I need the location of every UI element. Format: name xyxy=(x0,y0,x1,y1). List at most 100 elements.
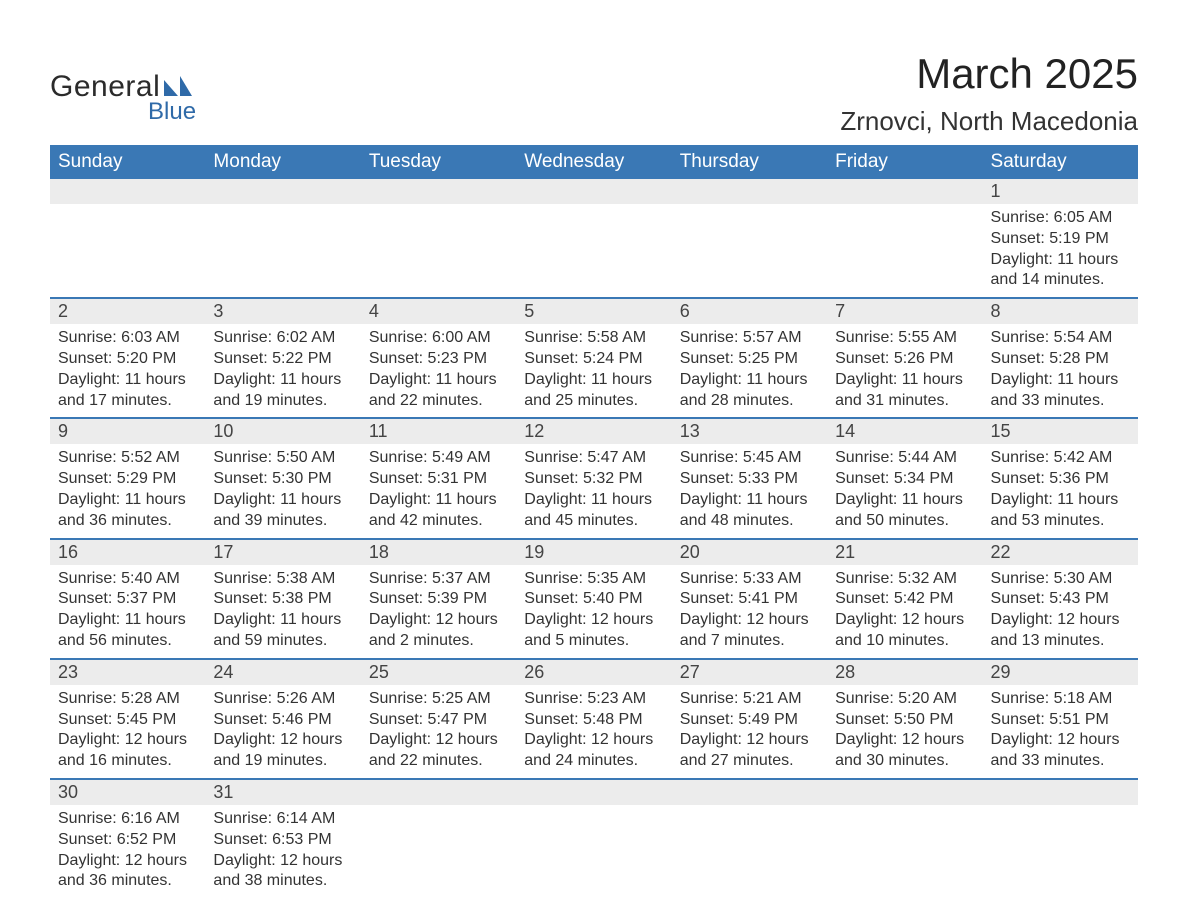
day-number xyxy=(361,179,516,204)
calendar-day-cell xyxy=(983,779,1138,898)
sunrise-line: Sunrise: 6:16 AM xyxy=(58,809,197,830)
day-number: 25 xyxy=(361,660,516,685)
day-data: Sunrise: 6:03 AMSunset: 5:20 PMDaylight:… xyxy=(50,324,205,417)
day-data xyxy=(516,805,671,881)
sunset-line: Sunset: 5:20 PM xyxy=(58,349,197,370)
weekday-header: Tuesday xyxy=(361,145,516,179)
sunrise-line: Sunrise: 5:33 AM xyxy=(680,569,819,590)
weekday-header: Thursday xyxy=(672,145,827,179)
day-number: 20 xyxy=(672,540,827,565)
daylight-line: Daylight: 12 hours and 5 minutes. xyxy=(524,610,663,652)
weekday-header: Sunday xyxy=(50,145,205,179)
day-number: 27 xyxy=(672,660,827,685)
sunset-line: Sunset: 5:28 PM xyxy=(991,349,1130,370)
day-data xyxy=(50,204,205,280)
daylight-line: Daylight: 12 hours and 22 minutes. xyxy=(369,730,508,772)
calendar-day-cell xyxy=(672,179,827,298)
calendar-week-row: 1 Sunrise: 6:05 AMSunset: 5:19 PMDaylight… xyxy=(50,179,1138,298)
day-data: Sunrise: 5:40 AMSunset: 5:37 PMDaylight:… xyxy=(50,565,205,658)
sunrise-line: Sunrise: 5:58 AM xyxy=(524,328,663,349)
daylight-line: Daylight: 12 hours and 36 minutes. xyxy=(58,851,197,893)
day-number: 23 xyxy=(50,660,205,685)
sunset-line: Sunset: 5:23 PM xyxy=(369,349,508,370)
calendar-day-cell: 16Sunrise: 5:40 AMSunset: 5:37 PMDayligh… xyxy=(50,539,205,659)
day-data: Sunrise: 5:55 AMSunset: 5:26 PMDaylight:… xyxy=(827,324,982,417)
calendar-day-cell xyxy=(361,179,516,298)
daylight-line: Daylight: 11 hours and 39 minutes. xyxy=(213,490,352,532)
sunrise-line: Sunrise: 5:26 AM xyxy=(213,689,352,710)
daylight-line: Daylight: 11 hours and 25 minutes. xyxy=(524,370,663,412)
sunset-line: Sunset: 5:29 PM xyxy=(58,469,197,490)
daylight-line: Daylight: 11 hours and 17 minutes. xyxy=(58,370,197,412)
day-number xyxy=(516,179,671,204)
day-number: 10 xyxy=(205,419,360,444)
day-data: Sunrise: 5:38 AMSunset: 5:38 PMDaylight:… xyxy=(205,565,360,658)
daylight-line: Daylight: 11 hours and 48 minutes. xyxy=(680,490,819,532)
calendar-day-cell xyxy=(516,779,671,898)
day-number xyxy=(361,780,516,805)
daylight-line: Daylight: 11 hours and 14 minutes. xyxy=(991,250,1130,292)
weekday-header: Friday xyxy=(827,145,982,179)
calendar-day-cell: 20Sunrise: 5:33 AMSunset: 5:41 PMDayligh… xyxy=(672,539,827,659)
logo-text-2: Blue xyxy=(148,98,196,126)
day-number: 24 xyxy=(205,660,360,685)
sunset-line: Sunset: 5:32 PM xyxy=(524,469,663,490)
calendar-day-cell: 1 Sunrise: 6:05 AMSunset: 5:19 PMDaylight… xyxy=(983,179,1138,298)
day-number xyxy=(827,780,982,805)
sunset-line: Sunset: 6:52 PM xyxy=(58,830,197,851)
calendar-day-cell: 22Sunrise: 5:30 AMSunset: 5:43 PMDayligh… xyxy=(983,539,1138,659)
calendar-day-cell: 29Sunrise: 5:18 AMSunset: 5:51 PMDayligh… xyxy=(983,659,1138,779)
sunset-line: Sunset: 5:45 PM xyxy=(58,710,197,731)
calendar-week-row: 2Sunrise: 6:03 AMSunset: 5:20 PMDaylight… xyxy=(50,298,1138,418)
daylight-line: Daylight: 11 hours and 50 minutes. xyxy=(835,490,974,532)
day-data: Sunrise: 5:50 AMSunset: 5:30 PMDaylight:… xyxy=(205,444,360,537)
daylight-line: Daylight: 11 hours and 42 minutes. xyxy=(369,490,508,532)
calendar-day-cell: 26Sunrise: 5:23 AMSunset: 5:48 PMDayligh… xyxy=(516,659,671,779)
day-data: Sunrise: 5:37 AMSunset: 5:39 PMDaylight:… xyxy=(361,565,516,658)
day-data: Sunrise: 5:26 AMSunset: 5:46 PMDaylight:… xyxy=(205,685,360,778)
daylight-line: Daylight: 11 hours and 28 minutes. xyxy=(680,370,819,412)
sunset-line: Sunset: 5:19 PM xyxy=(991,229,1130,250)
title-block: March 2025 Zrnovci, North Macedonia xyxy=(840,50,1138,137)
sunrise-line: Sunrise: 5:25 AM xyxy=(369,689,508,710)
day-number: 9 xyxy=(50,419,205,444)
day-number: 6 xyxy=(672,299,827,324)
sunrise-line: Sunrise: 5:23 AM xyxy=(524,689,663,710)
sunrise-line: Sunrise: 6:14 AM xyxy=(213,809,352,830)
day-data: Sunrise: 5:52 AMSunset: 5:29 PMDaylight:… xyxy=(50,444,205,537)
calendar-day-cell: 25Sunrise: 5:25 AMSunset: 5:47 PMDayligh… xyxy=(361,659,516,779)
day-number: 15 xyxy=(983,419,1138,444)
calendar-day-cell xyxy=(516,179,671,298)
sunrise-line: Sunrise: 5:38 AM xyxy=(213,569,352,590)
sunset-line: Sunset: 5:46 PM xyxy=(213,710,352,731)
day-number xyxy=(827,179,982,204)
day-data: Sunrise: 6:14 AMSunset: 6:53 PMDaylight:… xyxy=(205,805,360,898)
sunset-line: Sunset: 5:30 PM xyxy=(213,469,352,490)
day-data: Sunrise: 5:28 AMSunset: 5:45 PMDaylight:… xyxy=(50,685,205,778)
calendar-day-cell: 10Sunrise: 5:50 AMSunset: 5:30 PMDayligh… xyxy=(205,418,360,538)
sunrise-line: Sunrise: 6:03 AM xyxy=(58,328,197,349)
day-number xyxy=(50,179,205,204)
calendar-day-cell xyxy=(827,779,982,898)
day-number: 16 xyxy=(50,540,205,565)
sunrise-line: Sunrise: 6:05 AM xyxy=(991,208,1130,229)
sunrise-line: Sunrise: 6:02 AM xyxy=(213,328,352,349)
calendar-day-cell: 9Sunrise: 5:52 AMSunset: 5:29 PMDaylight… xyxy=(50,418,205,538)
sunset-line: Sunset: 5:22 PM xyxy=(213,349,352,370)
daylight-line: Daylight: 11 hours and 36 minutes. xyxy=(58,490,197,532)
calendar-day-cell: 6Sunrise: 5:57 AMSunset: 5:25 PMDaylight… xyxy=(672,298,827,418)
day-data: Sunrise: 5:58 AMSunset: 5:24 PMDaylight:… xyxy=(516,324,671,417)
day-data: Sunrise: 5:35 AMSunset: 5:40 PMDaylight:… xyxy=(516,565,671,658)
sunrise-line: Sunrise: 5:40 AM xyxy=(58,569,197,590)
day-data: Sunrise: 5:45 AMSunset: 5:33 PMDaylight:… xyxy=(672,444,827,537)
sunset-line: Sunset: 5:40 PM xyxy=(524,589,663,610)
sunrise-line: Sunrise: 5:32 AM xyxy=(835,569,974,590)
day-number: 1 xyxy=(983,179,1138,204)
logo-text-1: General xyxy=(50,70,160,104)
calendar-day-cell xyxy=(205,179,360,298)
daylight-line: Daylight: 12 hours and 2 minutes. xyxy=(369,610,508,652)
day-data: Sunrise: 5:42 AMSunset: 5:36 PMDaylight:… xyxy=(983,444,1138,537)
header: General Blue March 2025 Zrnovci, North M… xyxy=(50,50,1138,137)
calendar-day-cell: 18Sunrise: 5:37 AMSunset: 5:39 PMDayligh… xyxy=(361,539,516,659)
sunset-line: Sunset: 5:39 PM xyxy=(369,589,508,610)
